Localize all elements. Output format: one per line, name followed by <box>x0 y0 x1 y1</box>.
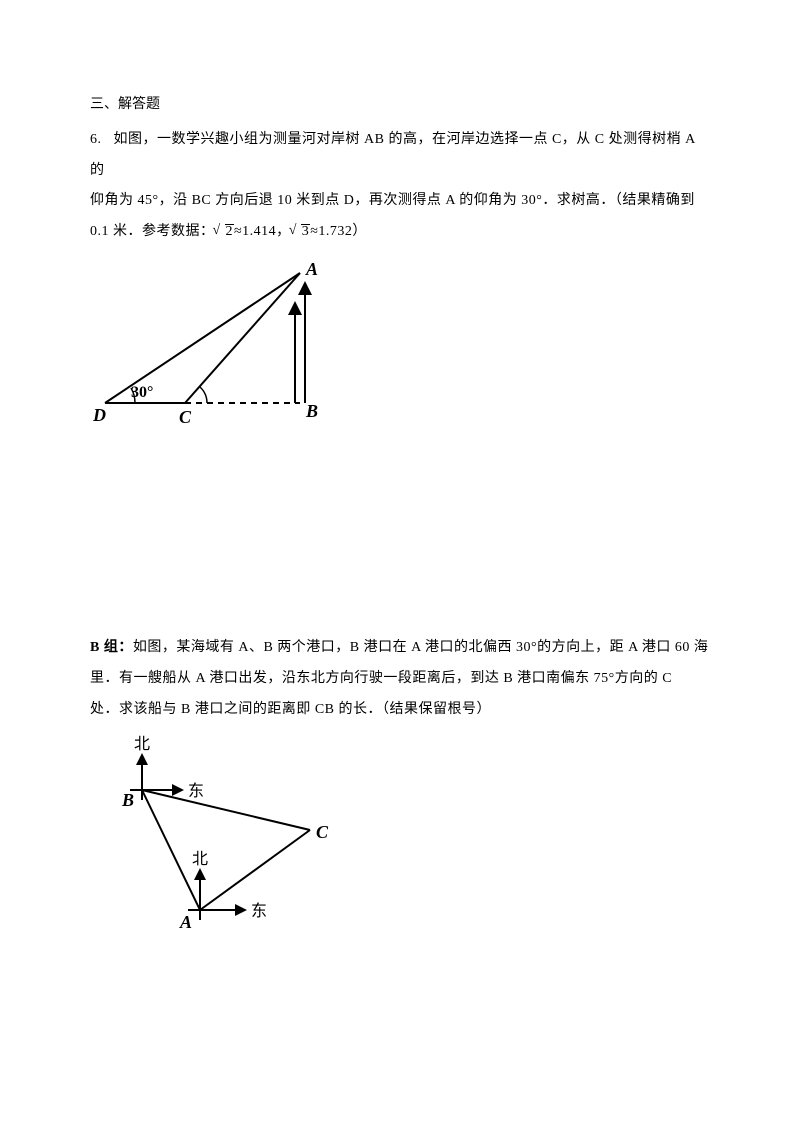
svg-text:C: C <box>179 407 192 423</box>
svg-text:B: B <box>305 401 318 421</box>
figure-1-svg: A B C D 30° <box>90 258 340 423</box>
problem-6-text-3a: 0.1 米．参考数据： <box>90 224 215 239</box>
figure-2-compass: 北东北东BAC <box>90 735 710 965</box>
svg-text:D: D <box>92 405 106 423</box>
svg-text:B: B <box>121 790 134 810</box>
sqrt2-symbol: 2 <box>215 217 235 248</box>
svg-text:30°: 30° <box>131 384 153 401</box>
problem-b-line-2: 里．有一艘船从 A 港口出发，沿东北方向行驶一段距离后，到达 B 港口南偏东 7… <box>90 664 710 695</box>
problem-6-text-1: 如图，一数学兴趣小组为测量河对岸树 AB 的高，在河岸边选择一点 C，从 C 处… <box>90 132 695 178</box>
svg-text:A: A <box>305 259 318 279</box>
problem-6-number: 6. <box>90 132 102 147</box>
problem-b-text-1: 如图，某海域有 A、B 两个港口，B 港口在 A 港口的北偏西 30°的方向上，… <box>133 640 709 655</box>
section-header: 三、解答题 <box>90 90 710 121</box>
problem-6-line-3: 0.1 米．参考数据：2≈1.414，3≈1.732） <box>90 217 710 248</box>
sqrt3-approx: ≈1.732） <box>310 224 367 239</box>
svg-text:东: 东 <box>188 782 204 800</box>
problem-6-line-1: 6. 如图，一数学兴趣小组为测量河对岸树 AB 的高，在河岸边选择一点 C，从 … <box>90 125 710 187</box>
problem-b-prefix: B 组： <box>90 640 133 655</box>
svg-text:A: A <box>179 912 192 932</box>
svg-text:东: 东 <box>251 902 267 920</box>
problem-b-line-3: 处．求该船与 B 港口之间的距离即 CB 的长．（结果保留根号） <box>90 695 710 726</box>
sqrt3-symbol: 3 <box>291 217 311 248</box>
figure-2-svg: 北东北东BAC <box>90 735 340 965</box>
problem-6-line-2: 仰角为 45°，沿 BC 方向后退 10 米到点 D，再次测得点 A 的仰角为 … <box>90 186 710 217</box>
problem-b-line-1: B 组：如图，某海域有 A、B 两个港口，B 港口在 A 港口的北偏西 30°的… <box>90 633 710 664</box>
sqrt2-approx: ≈1.414， <box>234 224 291 239</box>
svg-text:C: C <box>316 822 329 842</box>
svg-text:北: 北 <box>192 850 208 868</box>
figure-1-triangle: A B C D 30° <box>90 258 710 423</box>
svg-text:北: 北 <box>134 735 150 753</box>
